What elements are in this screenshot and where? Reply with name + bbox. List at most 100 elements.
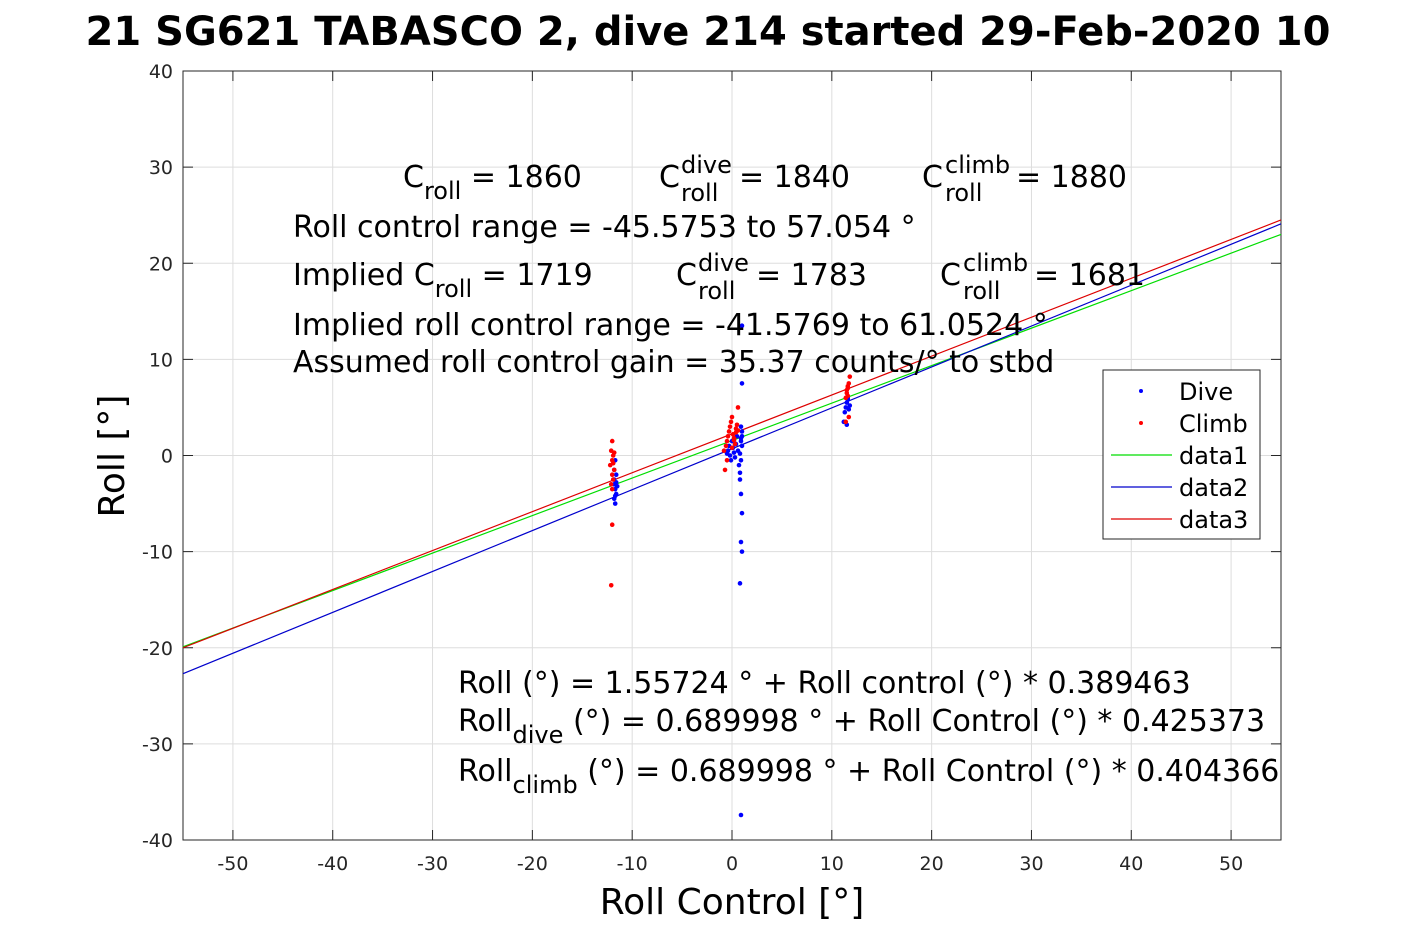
point-climb [731, 437, 737, 443]
x-tick-label: 30 [1019, 853, 1043, 875]
y-tick-label: 10 [149, 349, 173, 371]
y-tick-label: -40 [142, 830, 173, 852]
x-tick-label: 10 [820, 853, 844, 875]
legend-marker-dive [1139, 389, 1143, 393]
annotation-line1-dive: C dive roll = 1840 [659, 146, 850, 209]
x-tick-label: -30 [417, 853, 448, 875]
annotation-line1: Croll = 1860 [403, 160, 582, 205]
annotation-line1-climb: C climb roll = 1880 [922, 146, 1127, 209]
point-climb [611, 450, 617, 455]
legend-label-dive: Dive [1179, 378, 1233, 406]
point-climb [733, 430, 739, 435]
x-tick-label: 20 [920, 853, 944, 875]
x-tick-label: -50 [217, 853, 248, 875]
y-tick-label: 40 [149, 61, 173, 83]
point-dive [728, 458, 734, 463]
annotation-line2: Roll control range = -45.5753 to 57.054 … [293, 210, 916, 245]
point-climb [610, 460, 616, 466]
y-tick-label: -20 [142, 638, 173, 660]
x-tick-label: -20 [517, 853, 548, 875]
point-dive [739, 443, 745, 449]
point-dive [738, 812, 744, 818]
point-dive [739, 510, 745, 516]
point-dive [739, 429, 745, 434]
point-climb [608, 582, 614, 588]
data-points [607, 323, 853, 818]
point-climb [845, 393, 851, 399]
point-dive [842, 409, 848, 415]
point-climb [725, 433, 731, 439]
x-tick-label: 40 [1119, 853, 1143, 875]
x-tick-label: 50 [1219, 853, 1243, 875]
point-dive [612, 493, 618, 499]
x-tick-label: -10 [617, 853, 648, 875]
point-climb [609, 472, 615, 478]
point-dive [739, 549, 745, 554]
point-climb [610, 477, 616, 482]
point-climb [722, 467, 728, 473]
point-climb [843, 419, 849, 425]
legend-label-data2: data2 [1179, 474, 1248, 502]
point-dive [612, 501, 618, 506]
fit-equation-climb: Rollclimb (°) = 0.689998 ° + Roll Contro… [458, 754, 1279, 799]
legend-label-climb: Climb [1179, 410, 1248, 438]
y-tick-label: 20 [149, 253, 173, 275]
point-climb [847, 374, 853, 379]
point-climb [724, 438, 730, 444]
point-dive [738, 458, 744, 463]
point-dive [847, 403, 853, 408]
x-tick-label: -40 [317, 853, 348, 875]
point-climb [729, 414, 735, 420]
legend: Dive Climb data1 data2 data3 [1102, 369, 1261, 540]
point-dive [725, 448, 731, 453]
point-dive [737, 451, 743, 456]
plot-border [182, 70, 1282, 841]
point-dive [613, 480, 619, 485]
point-dive [738, 539, 744, 545]
chart-title: 21 SG621 TABASCO 2, dive 214 started 29-… [86, 9, 1331, 55]
point-climb [729, 445, 735, 451]
point-dive [739, 381, 745, 386]
y-tick-label: 0 [161, 446, 173, 468]
point-dive [732, 455, 738, 460]
legend-label-data1: data1 [1179, 442, 1248, 470]
point-dive [738, 491, 744, 497]
y-tick-label: -30 [142, 734, 173, 756]
point-climb [609, 438, 615, 444]
point-climb [846, 414, 852, 420]
point-climb [727, 424, 733, 429]
point-climb [726, 429, 732, 434]
point-climb [609, 522, 615, 528]
annotations: Croll = 1860 C dive roll = 1840 C climb … [293, 146, 1279, 799]
y-tick-label: -10 [142, 542, 173, 564]
point-climb [735, 405, 741, 410]
point-dive [731, 450, 737, 455]
fit-equation-dive: Rolldive (°) = 0.689998 ° + Roll Control… [458, 704, 1265, 749]
point-dive [846, 407, 852, 412]
point-dive [739, 433, 745, 439]
point-dive [737, 581, 743, 586]
point-dive [738, 438, 744, 444]
point-climb [728, 419, 734, 425]
point-dive [737, 470, 743, 476]
point-climb [611, 467, 617, 473]
point-dive [736, 462, 742, 468]
y-axis-label: Roll [°] [92, 395, 133, 518]
point-climb [724, 458, 730, 463]
y-tick-label: 30 [149, 157, 173, 179]
point-dive [739, 323, 745, 329]
annotation-line4: Implied roll control range = -41.5769 to… [293, 308, 1048, 343]
point-climb [732, 441, 738, 447]
legend-label-data3: data3 [1179, 506, 1248, 534]
annotation-line5: Assumed roll control gain = 35.37 counts… [293, 345, 1054, 380]
annotation-line3-dive: C dive roll = 1783 [676, 244, 867, 307]
point-dive [614, 483, 620, 489]
point-climb [723, 443, 729, 449]
point-climb [609, 486, 615, 492]
fit-equation-1: Roll (°) = 1.55724 ° + Roll control (°) … [458, 666, 1191, 701]
point-dive [613, 472, 619, 478]
annotation-line3-climb: C climb roll = 1681 [940, 244, 1145, 307]
x-axis-label: Roll Control [°] [600, 882, 865, 923]
point-dive [738, 424, 744, 429]
